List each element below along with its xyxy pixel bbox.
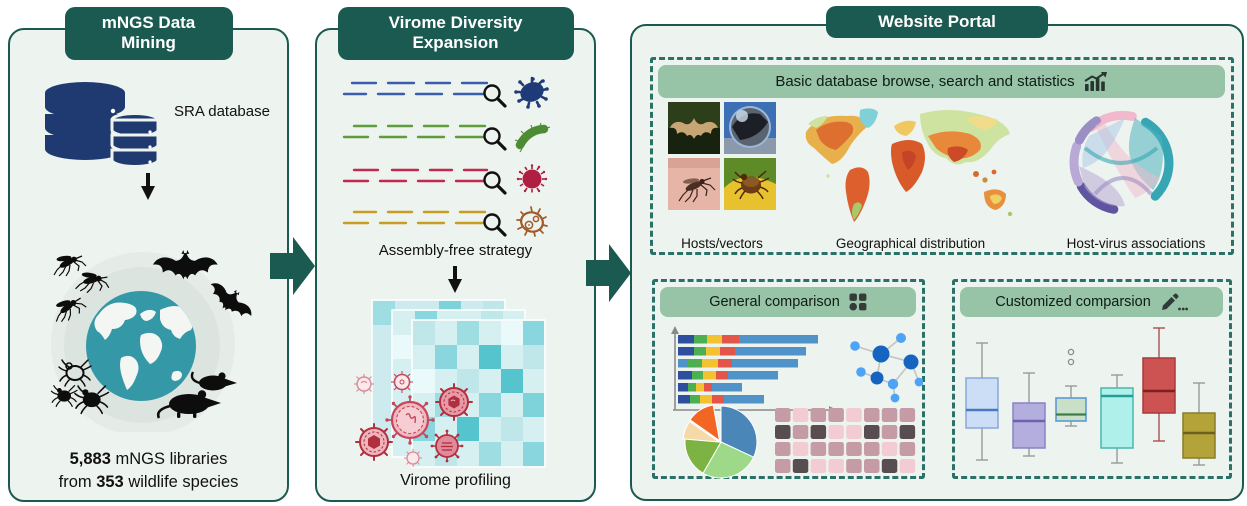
magnifier-icons: [483, 84, 507, 237]
sequence-reads-illustration: [342, 81, 507, 237]
wildlife-globe-illustration: [50, 250, 259, 432]
panel-mngs-data-mining: mNGS Data Mining SRA database: [8, 7, 289, 502]
virus-crimson-icon: [516, 164, 548, 193]
bat-flight-photo: [668, 102, 720, 154]
panel-website-portal: Website Portal Basic database browse, se…: [630, 6, 1244, 501]
tick-silhouette-large: [74, 385, 110, 415]
panel-virome-diversity-expansion: Virome Diversity Expansion: [315, 7, 596, 502]
panel-title-expansion: Virome Diversity Expansion: [337, 7, 574, 60]
pencil-icon: [1161, 293, 1188, 311]
down-arrow-icon: [448, 266, 462, 293]
libraries-count: 5,883: [69, 450, 111, 468]
browse-section-bar: Basic database browse, search and statis…: [658, 65, 1225, 98]
customized-comparison-bar: Customized comparsion: [960, 287, 1223, 317]
libraries-suffix: mNGS libraries: [115, 450, 228, 468]
boxplot-thumbnail: [965, 327, 1216, 466]
stacked-bar-chart-thumbnail: [671, 326, 837, 414]
database-icon: [45, 82, 160, 168]
general-comparison-box: General comparison: [652, 279, 925, 479]
panel-title-mining: mNGS Data Mining: [64, 7, 233, 60]
panel-title-portal: Website Portal: [826, 6, 1048, 39]
pie-chart-thumbnail: [682, 404, 758, 479]
microbe-brown-icon: [516, 206, 548, 237]
species-count: 353: [96, 473, 124, 492]
species-suffix: wildlife species: [128, 473, 239, 492]
microbe-icons: [514, 76, 551, 237]
geo-distribution-caption: Geographical distribution: [835, 236, 986, 251]
virus-dark-core: [355, 423, 393, 461]
tick-silhouette-small: [50, 385, 78, 407]
reads-row-blue: [342, 81, 489, 96]
library-stats: 5,883 mNGS libraries from 353 wildlife s…: [10, 448, 287, 494]
virus-large-pink: [385, 395, 435, 445]
flow-arrow-1-icon: [270, 237, 315, 295]
host-virus-assoc-caption: Host-virus associations: [1066, 236, 1206, 251]
browse-section-box: Basic database browse, search and statis…: [650, 57, 1234, 255]
flow-arrow-2-icon: [586, 244, 631, 302]
virus-particles: [354, 371, 473, 467]
reads-row-red: [342, 168, 489, 183]
virome-profiling-label: Virome profiling: [400, 472, 511, 489]
world-map-illustration: [805, 108, 1013, 222]
rat-silhouette: [156, 390, 221, 419]
chord-diagram-illustration: [1069, 110, 1174, 214]
tick-photo: [724, 158, 776, 210]
bat-sphere-photo: [724, 102, 776, 154]
customized-comparison-box: Customized comparsion: [952, 279, 1232, 479]
virome-profiling-heatmap: [354, 299, 546, 468]
grid-icon: [849, 293, 867, 311]
reads-row-green: [342, 124, 487, 139]
mosquito-photo: [668, 158, 720, 210]
assembly-free-label: Assembly-free strategy: [378, 242, 533, 259]
down-arrow-icon: [141, 173, 155, 200]
hosts-vectors-caption: Hosts/vectors: [681, 236, 763, 251]
general-comparison-bar: General comparison: [660, 287, 916, 317]
bacterium-green-icon: [514, 122, 551, 153]
sra-database-label: SRA database: [174, 103, 270, 120]
virus-navy-icon: [514, 76, 549, 109]
customized-comparison-label: Customized comparsion: [995, 294, 1151, 310]
heatmap-grid-thumbnail: [775, 408, 916, 473]
mouse-silhouette: [190, 371, 237, 391]
tick-outline-silhouette: [58, 359, 92, 387]
network-graph-thumbnail: [850, 333, 923, 403]
general-comparison-label: General comparison: [709, 294, 840, 310]
virus-dark-core-2: [435, 383, 473, 421]
hosts-vectors-photos: [668, 102, 776, 210]
statistics-icon: [1084, 72, 1107, 91]
reads-row-gold: [342, 210, 487, 225]
browse-section-label: Basic database browse, search and statis…: [775, 73, 1075, 90]
virus-lined: [430, 429, 464, 463]
species-prefix: from: [58, 473, 92, 492]
